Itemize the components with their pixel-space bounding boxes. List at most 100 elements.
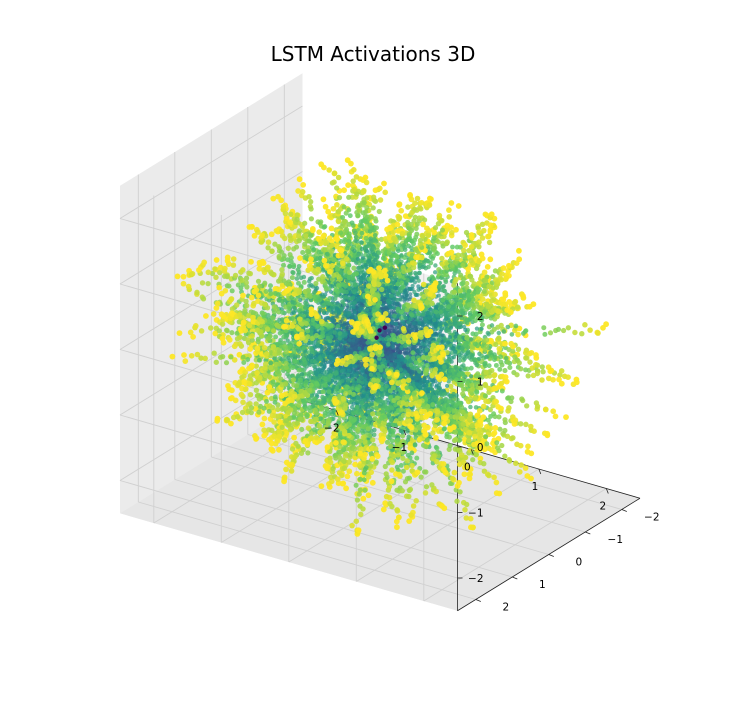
scatter-point xyxy=(293,440,299,447)
scatter-point xyxy=(256,409,262,415)
scatter-point xyxy=(322,344,327,349)
scatter-point xyxy=(330,319,335,324)
scatter-point xyxy=(269,270,275,277)
scatter-point xyxy=(262,280,268,286)
scatter-point xyxy=(230,256,237,262)
scatter-point xyxy=(282,343,288,350)
scatter-point xyxy=(259,421,266,428)
scatter-point xyxy=(266,408,272,414)
scatter-point xyxy=(257,403,264,409)
scatter-point xyxy=(287,415,293,421)
scatter-point xyxy=(232,272,239,279)
scatter-point xyxy=(276,433,283,440)
scatter-point xyxy=(298,377,303,383)
scatter-point xyxy=(249,223,255,230)
scatter-point xyxy=(244,275,250,281)
scatter-point xyxy=(374,453,381,460)
scatter-point xyxy=(309,283,314,288)
scatter-point xyxy=(229,387,235,394)
scatter-point xyxy=(267,365,274,371)
scatter-point xyxy=(323,360,328,365)
scatter-point xyxy=(354,344,358,348)
scatter-point xyxy=(368,463,374,469)
grid-backx-z xyxy=(119,105,303,219)
scatter-point xyxy=(290,365,296,371)
scatter-point xyxy=(247,391,254,398)
scatter-point xyxy=(224,327,230,333)
scatter-point xyxy=(331,357,336,362)
scatter-point xyxy=(324,406,330,411)
scatter-point xyxy=(299,372,305,377)
scatter-point xyxy=(265,239,272,245)
scatter-point xyxy=(346,432,352,439)
scatter-point xyxy=(369,402,374,407)
scatter-point xyxy=(339,350,344,354)
scatter-point xyxy=(212,330,219,337)
scatter-point xyxy=(319,405,325,411)
scatter-point xyxy=(433,435,439,441)
chart-title: LSTM Activations 3D xyxy=(271,42,476,66)
scatter-point xyxy=(418,474,424,480)
scatter-point xyxy=(255,292,262,299)
scatter-point xyxy=(410,503,417,509)
scatter-point xyxy=(345,343,350,348)
scatter-point xyxy=(303,320,309,327)
scatter-point xyxy=(328,363,333,368)
scatter-point xyxy=(214,300,221,307)
scatter-point xyxy=(349,404,355,410)
scatter-point xyxy=(354,470,360,477)
scatter-point xyxy=(289,446,296,452)
scatter-point xyxy=(213,305,220,311)
scatter-point xyxy=(423,484,430,490)
scatter-point xyxy=(341,465,348,471)
scatter-point xyxy=(413,498,419,504)
scatter-point xyxy=(263,288,269,295)
scatter-point xyxy=(314,381,320,387)
scatter-point xyxy=(222,287,229,294)
scatter-point xyxy=(229,330,235,336)
scatter-point xyxy=(181,352,187,358)
grid-backx-z xyxy=(119,236,303,350)
scatter-point xyxy=(283,317,290,324)
scatter-point xyxy=(216,284,223,291)
scatter-point xyxy=(313,410,320,416)
scatter-point xyxy=(301,399,307,405)
scatter-point xyxy=(230,262,237,268)
scatter-point xyxy=(281,278,287,284)
scatter-point xyxy=(308,435,315,441)
scatter-point xyxy=(272,399,278,405)
scatter-point xyxy=(247,271,253,277)
scatter-point xyxy=(343,390,349,397)
scatter-point xyxy=(365,395,370,400)
scatter-point xyxy=(346,368,351,373)
scatter-point xyxy=(340,457,346,463)
scatter-point xyxy=(422,490,429,496)
scatter-point xyxy=(226,337,233,343)
scatter-point xyxy=(268,360,274,366)
scatter-point xyxy=(205,269,212,276)
scatter-point xyxy=(370,437,376,443)
scatter-point xyxy=(354,497,361,503)
scatter-point xyxy=(232,397,239,404)
scatter-point xyxy=(462,507,468,513)
scatter-point xyxy=(367,433,373,439)
scatter-point xyxy=(267,333,273,339)
scatter-point xyxy=(270,315,276,321)
scatter-point xyxy=(395,514,402,521)
scatter-point xyxy=(323,316,328,321)
scatter-point xyxy=(249,333,255,339)
scatter-point xyxy=(192,322,199,329)
scatter-point xyxy=(301,357,307,362)
scatter-point xyxy=(294,420,300,426)
scatter-point xyxy=(389,459,396,466)
scatter-point xyxy=(225,383,231,389)
grid-floor-y xyxy=(138,501,476,600)
scatter-point xyxy=(262,361,269,367)
scatter-point xyxy=(279,267,285,273)
scatter-point xyxy=(255,339,261,345)
scatter-point xyxy=(291,410,298,416)
scatter-point xyxy=(292,454,298,460)
scatter-point xyxy=(301,345,307,351)
scatter-point xyxy=(316,362,321,367)
